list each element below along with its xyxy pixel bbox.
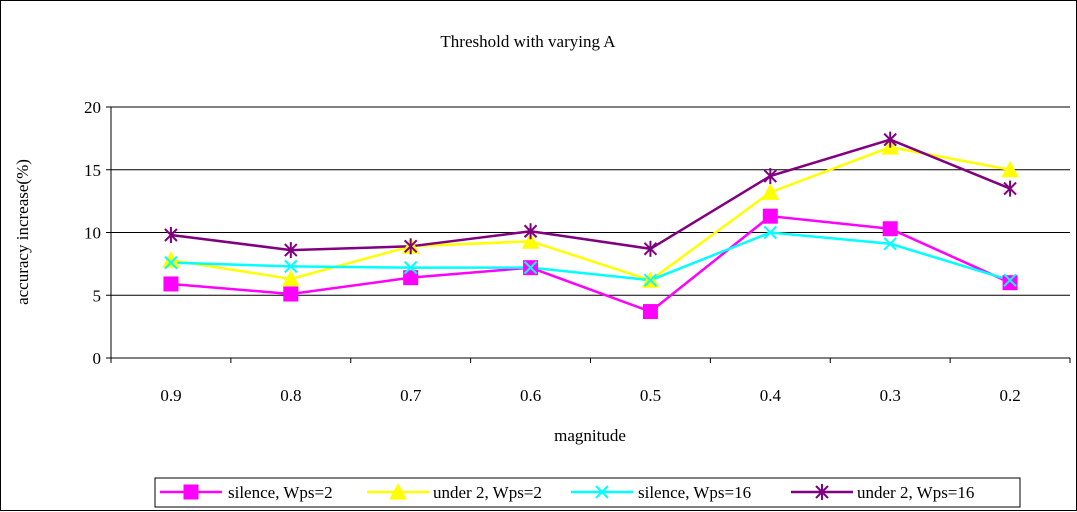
data-point (642, 304, 658, 320)
series-line (170, 214, 1011, 313)
legend-marker (595, 485, 609, 499)
data-point (643, 273, 658, 287)
data-point (403, 270, 419, 286)
data-point (762, 208, 778, 224)
legend-entry: under 2, Wps=2 (367, 482, 542, 502)
x-tick-label: 0.9 (160, 386, 181, 405)
data-point (883, 237, 897, 251)
x-tick-label: 0.6 (520, 386, 541, 405)
y-tick-label: 15 (84, 161, 101, 180)
data-point (284, 259, 298, 274)
data-point (882, 221, 898, 237)
data-point (281, 269, 300, 287)
legend-marker (389, 482, 407, 500)
data-point (1002, 275, 1018, 291)
data-point (521, 232, 540, 249)
y-axis-label: accuracy increase(%) (13, 159, 32, 305)
x-tick-label: 0.3 (880, 386, 901, 405)
data-point (1001, 160, 1019, 178)
series-line (170, 145, 1011, 282)
data-point (523, 223, 538, 240)
y-tick-label: 20 (84, 98, 101, 117)
x-tick-label: 0.4 (760, 386, 782, 405)
data-point (1003, 180, 1017, 197)
series-line (170, 138, 1011, 252)
tick-labels: 0 5 10 15 20 0.9 0.8 0.7 0.6 0.5 0.4 0.3 0.2 (84, 98, 1021, 405)
data-point (523, 260, 538, 275)
axes (106, 106, 1071, 363)
data-point (761, 183, 780, 200)
legend-marker (183, 484, 199, 500)
legend: silence, Wps=2 under 2, Wps=2 silence, Wps… (154, 477, 1021, 508)
data-point (403, 260, 418, 275)
legend-entry: under 2, Wps=16 (791, 483, 974, 502)
legend-label: under 2, Wps=16 (857, 483, 974, 502)
x-tick-label: 0.2 (999, 386, 1020, 405)
data-point (163, 276, 179, 292)
legend-marker (815, 484, 829, 500)
data-point (283, 286, 299, 302)
chart-title: Threshold with varying A (440, 32, 616, 51)
series-line (170, 231, 1011, 282)
x-tick-label: 0.5 (640, 386, 661, 405)
x-axis-label: magnitude (554, 426, 626, 445)
data-point (164, 255, 178, 270)
series-lines (170, 138, 1011, 313)
x-tick-label: 0.8 (280, 386, 301, 405)
legend-label: silence, Wps=2 (228, 483, 333, 502)
series-markers (162, 131, 1019, 320)
y-tick-label: 10 (84, 224, 101, 243)
data-point (643, 240, 658, 257)
data-point (1003, 273, 1017, 287)
data-point (164, 227, 178, 244)
data-point (763, 225, 778, 240)
data-point (284, 242, 298, 259)
y-tick-label: 5 (93, 286, 102, 305)
legend-entry: silence, Wps=16 (571, 483, 751, 502)
data-point (763, 168, 778, 185)
legend-label: under 2, Wps=2 (433, 483, 542, 502)
legend-entry: silence, Wps=2 (160, 483, 333, 502)
legend-label: silence, Wps=16 (638, 483, 751, 502)
data-point (883, 131, 897, 148)
y-tick-label: 0 (93, 349, 102, 368)
data-point (403, 238, 418, 255)
gridlines (111, 106, 1070, 296)
x-tick-label: 0.7 (400, 386, 422, 405)
